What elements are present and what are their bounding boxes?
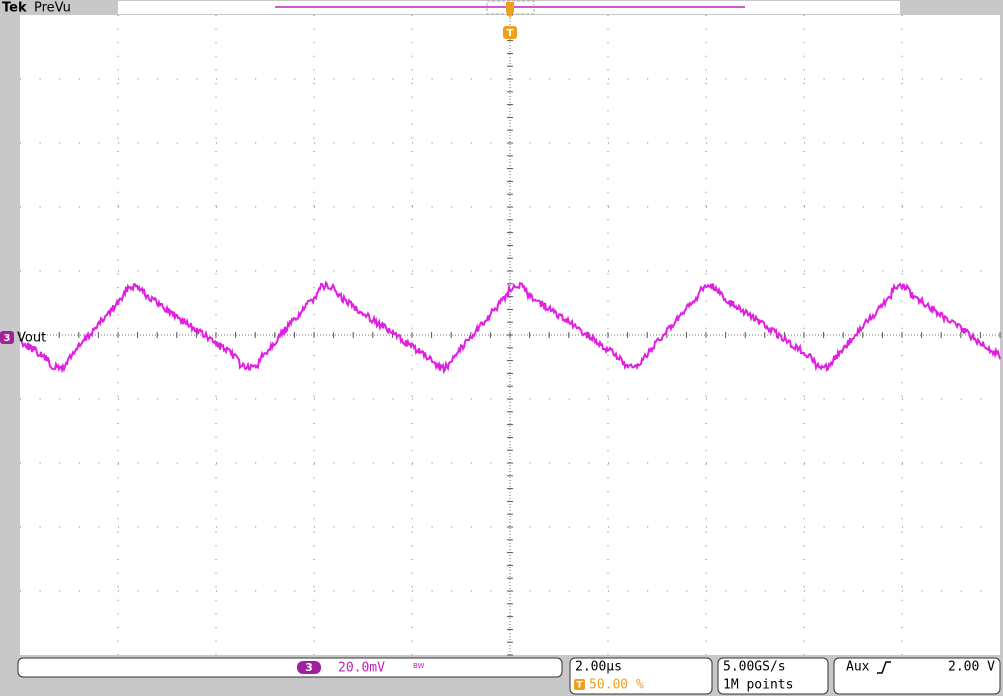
bandwidth-limit: BW xyxy=(413,662,425,670)
timebase: 2.00µs xyxy=(575,660,622,675)
brand: Tek xyxy=(2,1,27,16)
trigger-icon-box xyxy=(574,679,585,690)
timebase-readout xyxy=(569,657,713,695)
trigger-position-arrow xyxy=(506,2,514,18)
sample-rate: 5.00GS/s xyxy=(723,660,786,675)
channel-number: 3 xyxy=(4,333,11,344)
channel-badge xyxy=(297,661,321,674)
acquisition-mode: PreVu xyxy=(34,1,71,16)
channel-marker-box xyxy=(0,331,14,344)
channel-readout xyxy=(17,657,563,678)
grid xyxy=(19,14,1001,656)
waveform xyxy=(19,280,1001,375)
trigger-position: 50.00 % xyxy=(589,678,644,693)
trigger-marker-box xyxy=(503,26,517,39)
status-channel: 3 xyxy=(305,661,313,674)
trigger-slope-icon xyxy=(877,661,891,674)
channel-label: Vout xyxy=(17,331,46,346)
trigger-position-icon: T xyxy=(576,681,583,691)
trigger-source: Aux xyxy=(846,660,870,675)
trigger-readout xyxy=(833,657,1001,695)
acquisition-readout xyxy=(717,657,829,695)
trigger-level: 2.00 V xyxy=(948,660,995,675)
vertical-scale: 20.0mV xyxy=(338,661,385,676)
record-length: 1M points xyxy=(723,678,793,693)
trigger-marker: T xyxy=(507,28,514,39)
